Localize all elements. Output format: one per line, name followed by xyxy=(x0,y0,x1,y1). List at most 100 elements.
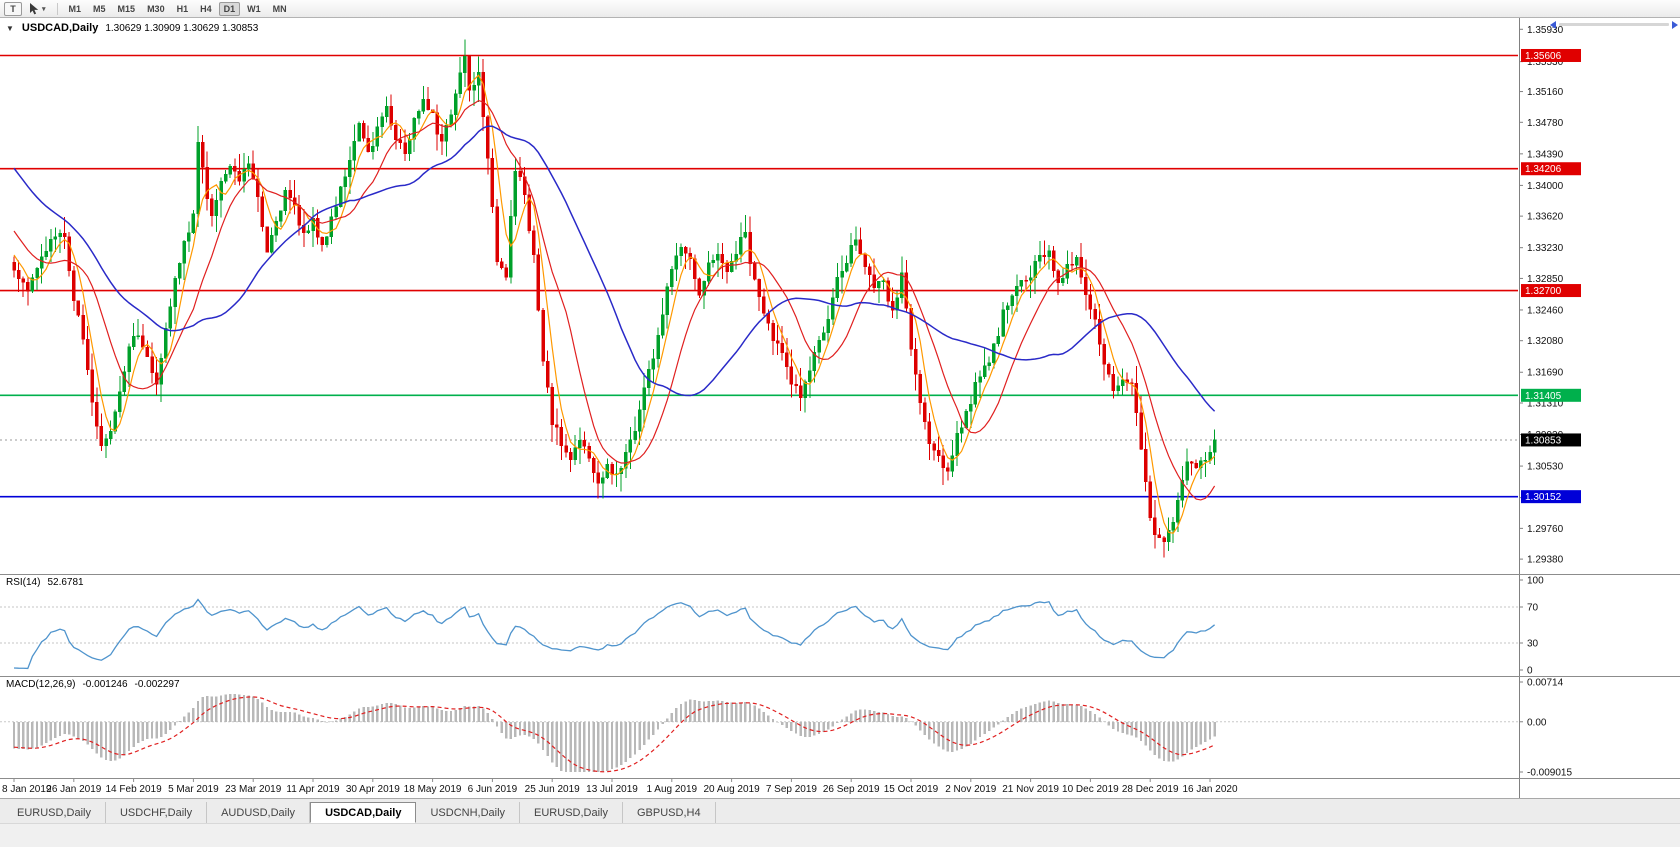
rsi-tick-label: 0 xyxy=(1527,666,1533,677)
price-tick-label: 1.35930 xyxy=(1527,25,1564,36)
date-label: 16 Jan 2020 xyxy=(1182,784,1237,795)
rsi-line xyxy=(13,598,1216,670)
date-label: 8 Jan 2019 xyxy=(2,784,52,795)
level-price-marker-text: 1.30152 xyxy=(1525,492,1562,503)
dropdown-arrow-icon: ▾ xyxy=(42,5,46,13)
scrollbar-track[interactable] xyxy=(1559,23,1669,26)
chart-header: ▼ USDCAD,Daily 1.30629 1.30909 1.30629 1… xyxy=(6,22,258,34)
tab-eurusd-daily[interactable]: EURUSD,Daily xyxy=(3,802,106,823)
macd-histogram xyxy=(12,693,1216,772)
macd-label: MACD(12,26,9) xyxy=(6,679,76,690)
date-label: 7 Sep 2019 xyxy=(766,784,818,795)
date-label: 28 Dec 2019 xyxy=(1122,784,1179,795)
level-price-marker xyxy=(1521,162,1581,176)
date-label: 1 Aug 2019 xyxy=(646,784,697,795)
price-tick-label: 1.34000 xyxy=(1527,181,1564,192)
rsi-tick-label: 100 xyxy=(1527,576,1544,587)
timeframe-mn[interactable]: MN xyxy=(268,2,292,16)
macd-tick-label: 0.00714 xyxy=(1527,678,1564,689)
timeframe-m15[interactable]: M15 xyxy=(113,2,141,16)
toolbar: T ▾ M1 M5 M15 M30 H1 H4 D1 W1 MN xyxy=(0,0,1680,18)
price-tick-label: 1.33230 xyxy=(1527,243,1564,254)
cursor-icon xyxy=(30,2,39,14)
level-price-marker-text: 1.31405 xyxy=(1525,391,1562,402)
price-tick-label: 1.34390 xyxy=(1527,149,1564,160)
date-label: 5 Mar 2019 xyxy=(168,784,219,795)
date-label: 25 Jun 2019 xyxy=(525,784,580,795)
tab-gbpusd-h4[interactable]: GBPUSD,H4 xyxy=(623,802,716,823)
price-tick-label: 1.32080 xyxy=(1527,336,1564,347)
ma-line-5 xyxy=(13,74,1216,534)
chart-background xyxy=(0,18,1680,798)
price-tick-label: 1.33620 xyxy=(1527,212,1564,223)
scroll-left-icon[interactable] xyxy=(1550,20,1556,29)
timeframe-m1[interactable]: M1 xyxy=(64,2,87,16)
price-tick-label: 1.29380 xyxy=(1527,555,1564,566)
toolbar-separator xyxy=(56,2,58,15)
level-price-marker-text: 1.32700 xyxy=(1525,286,1562,297)
date-label: 11 Apr 2019 xyxy=(286,784,340,795)
macd-signal-value: -0.002297 xyxy=(134,679,180,690)
ma-line-13 xyxy=(13,99,1216,501)
date-label: 15 Oct 2019 xyxy=(884,784,939,795)
date-label: 26 Sep 2019 xyxy=(823,784,880,795)
timeframe-h1[interactable]: H1 xyxy=(172,2,194,16)
price-tick-label: 1.29760 xyxy=(1527,524,1564,535)
timeframe-m5[interactable]: M5 xyxy=(88,2,111,16)
chart-symbol-label: USDCAD,Daily xyxy=(21,22,99,34)
price-tick-label: 1.30530 xyxy=(1527,462,1564,473)
chart-tabs-bar: EURUSD,Daily USDCHF,Daily AUDUSD,Daily USDC… xyxy=(0,798,1680,823)
ma-line-34 xyxy=(13,125,1216,412)
level-price-marker xyxy=(1521,284,1581,298)
collapse-arrow-icon[interactable]: ▼ xyxy=(6,24,14,33)
price-tick-label: 1.31310 xyxy=(1527,398,1564,409)
level-price-marker-text: 1.34206 xyxy=(1525,164,1562,175)
chart-scrollbar[interactable] xyxy=(1550,19,1678,30)
timeframe-group: M1 M5 M15 M30 H1 H4 D1 W1 MN xyxy=(64,1,292,16)
tab-eurusd-daily[interactable]: EURUSD,Daily xyxy=(520,802,623,823)
candles-group xyxy=(12,39,1217,558)
price-tick-label: 1.35530 xyxy=(1527,57,1564,68)
cursor-tool-button[interactable]: ▾ xyxy=(24,2,51,16)
rsi-label: RSI(14) xyxy=(6,577,41,588)
date-label: 6 Jun 2019 xyxy=(468,784,518,795)
timeframe-w1[interactable]: W1 xyxy=(242,2,266,16)
macd-tick-label: 0.00 xyxy=(1527,717,1547,728)
price-tick-label: 1.32460 xyxy=(1527,305,1564,316)
date-label: 18 May 2019 xyxy=(404,784,462,795)
tab-audusd-daily[interactable]: AUDUSD,Daily xyxy=(207,802,311,823)
macd-header: MACD(12,26,9) -0.001246 -0.002297 xyxy=(6,679,180,690)
tab-usdcad-daily[interactable]: USDCAD,Daily xyxy=(310,802,417,823)
price-tick-label: 1.34780 xyxy=(1527,118,1564,129)
chart-ohlc-values: 1.30629 1.30909 1.30629 1.30853 xyxy=(105,23,259,34)
level-price-marker xyxy=(1521,433,1581,447)
date-label: 23 Mar 2019 xyxy=(225,784,282,795)
tab-usdcnh-daily[interactable]: USDCNH,Daily xyxy=(416,802,521,823)
date-label: 20 Aug 2019 xyxy=(704,784,761,795)
tab-usdchf-daily[interactable]: USDCHF,Daily xyxy=(106,802,208,823)
level-price-marker-text: 1.35606 xyxy=(1525,51,1562,62)
rsi-tick-label: 70 xyxy=(1527,603,1539,614)
price-tick-label: 1.32850 xyxy=(1527,274,1564,285)
template-button[interactable]: T xyxy=(4,1,22,16)
date-label: 13 Jul 2019 xyxy=(586,784,638,795)
level-price-marker xyxy=(1521,48,1581,62)
level-price-marker xyxy=(1521,388,1581,402)
price-chart-canvas[interactable]: 1.35930 1.35530 1.35160 1.34780 1.34390 1.340… xyxy=(0,18,1680,798)
date-label: 26 Jan 2019 xyxy=(46,784,101,795)
price-tick-label: 1.31690 xyxy=(1527,368,1564,379)
scroll-right-icon[interactable] xyxy=(1672,20,1678,29)
timeframe-h4[interactable]: H4 xyxy=(195,2,217,16)
timeframe-d1[interactable]: D1 xyxy=(218,1,241,16)
date-label: 30 Apr 2019 xyxy=(346,784,400,795)
date-label: 10 Dec 2019 xyxy=(1062,784,1119,795)
macd-tick-label: -0.009015 xyxy=(1527,768,1572,779)
timeframe-m30[interactable]: M30 xyxy=(142,2,170,16)
macd-signal-line xyxy=(13,696,1215,773)
rsi-tick-label: 30 xyxy=(1527,639,1539,650)
macd-main-value: -0.001246 xyxy=(82,679,128,690)
date-label: 2 Nov 2019 xyxy=(945,784,997,795)
status-bar xyxy=(0,823,1680,847)
rsi-header: RSI(14) 52.6781 xyxy=(6,577,84,588)
